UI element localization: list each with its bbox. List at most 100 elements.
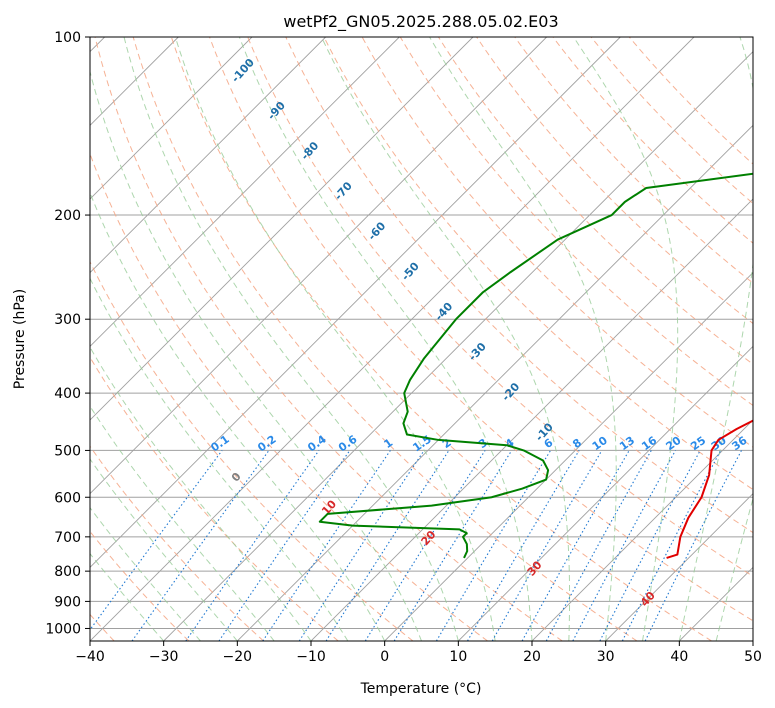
dry-adiabat-line	[209, 37, 753, 622]
mixing-ratio-label: 0.1	[208, 433, 231, 455]
y-tick-label: 600	[54, 490, 81, 506]
temperature-annotation: -80	[298, 139, 321, 163]
x-tick-label: 0	[380, 649, 389, 665]
y-tick-label: 500	[54, 443, 81, 459]
isotherm-line	[90, 37, 547, 495]
x-tick-label: −20	[223, 649, 253, 665]
x-tick-label: 10	[449, 649, 467, 665]
temperature-annotation: -50	[399, 259, 422, 283]
temperature-annotation: -90	[265, 99, 288, 123]
y-tick-label: 400	[54, 386, 81, 402]
isotherm-line	[90, 37, 621, 568]
moist-adiabat-line	[238, 37, 533, 641]
mixing-ratio-label: 4	[503, 436, 517, 451]
moist-adiabat-line	[715, 496, 753, 641]
y-tick-label: 300	[54, 312, 81, 328]
dry-adiabat-line	[90, 260, 414, 641]
mixing-ratio-line	[185, 450, 320, 641]
mixing-ratio-label: 0.4	[305, 432, 329, 454]
moist-adiabat-line	[90, 191, 386, 641]
isotherm-line	[237, 124, 753, 641]
mixing-ratio-line	[621, 450, 722, 641]
moist-adiabat-line	[90, 346, 312, 641]
x-tick-label: −10	[296, 649, 326, 665]
mixing-ratio-line	[644, 450, 742, 641]
mixing-ratio-line	[467, 450, 580, 641]
moist-adiabat-line	[123, 37, 459, 641]
dewpoint-profile-line	[318, 172, 753, 559]
dry-adiabat-line	[247, 37, 753, 577]
dry-adiabat-line	[438, 37, 753, 365]
dry-adiabat-line	[94, 37, 563, 641]
mixing-ratio-line	[262, 450, 391, 641]
isotherm-line	[752, 640, 753, 641]
dry-adiabat-line	[90, 152, 488, 641]
mixing-ratio-line	[325, 450, 450, 641]
moist-adiabat-line	[678, 37, 753, 641]
y-tick-label: 100	[54, 30, 81, 46]
moist-adiabat-line	[90, 458, 238, 641]
mixing-ratio-line	[572, 450, 677, 641]
moist-adiabat-line	[429, 37, 617, 641]
x-tick-label: 40	[670, 649, 688, 665]
dry-adiabat-line	[90, 530, 190, 641]
moist-adiabat-line	[90, 405, 275, 641]
y-tick-label: 800	[54, 564, 81, 580]
isotherm-line	[458, 345, 753, 641]
chart-title: wetPf2_GN05.2025.288.05.02.E03	[283, 12, 558, 32]
isotherm-line	[310, 198, 753, 641]
moist-adiabat-line	[321, 37, 571, 641]
mixing-ratio-line	[393, 450, 513, 641]
isotherm-line	[679, 566, 753, 641]
y-tick-label: 700	[54, 530, 81, 546]
dry-adiabat-line	[170, 37, 712, 641]
dry-adiabat-line	[476, 37, 753, 325]
x-axis-label: Temperature (°C)	[360, 681, 482, 697]
temperature-annotation: -10	[533, 420, 556, 444]
isotherm-line	[90, 37, 400, 347]
y-tick-label: 900	[54, 594, 81, 610]
plot-area: 0.1 0.2 0.4 0.6 1 1.5 2 3 4 6 8 10 13 16 20 25 30 36-100-…	[90, 37, 753, 641]
y-tick-label: 1000	[45, 621, 81, 637]
mixing-ratio-line	[298, 450, 425, 641]
moist-adiabat-line	[174, 37, 496, 641]
isotherm-line	[90, 37, 253, 200]
temperature-annotation: -70	[332, 179, 355, 203]
isotherm-line	[90, 37, 474, 421]
moist-adiabat-line	[90, 552, 165, 641]
temperature-annotation: 30	[525, 558, 545, 578]
temperature-annotation: -30	[466, 340, 489, 364]
isotherm-line	[163, 51, 753, 641]
isotherm-line	[384, 272, 753, 641]
x-tick-label: 50	[744, 649, 762, 665]
mixing-ratio-line	[545, 450, 652, 641]
isotherm-line	[90, 37, 695, 641]
mixing-ratio-label: 2	[440, 436, 454, 451]
data-series	[318, 172, 753, 559]
mixing-ratio-line	[521, 450, 630, 641]
mixing-ratio-line	[218, 450, 351, 641]
axes: −40 −30 −20 −10 0 10 20 30 40 50 100 200 300 400 500 60…	[45, 30, 762, 665]
dry-adiabat-line	[132, 37, 638, 641]
temperature-annotation: -40	[432, 300, 455, 324]
x-tick-label: 20	[523, 649, 541, 665]
dry-adiabat-line	[323, 37, 753, 491]
dry-adiabat-line	[285, 37, 753, 534]
temperature-annotation: -20	[499, 380, 522, 404]
dry-adiabat-line	[552, 37, 753, 244]
mixing-ratio-line	[90, 450, 223, 631]
moist-adiabat-line	[90, 69, 422, 641]
moist-adiabat-line	[90, 506, 201, 641]
mixing-ratio-line	[599, 450, 701, 641]
plot-frame	[89, 36, 754, 642]
dry-adiabat-line	[90, 356, 339, 641]
moist-adiabat-line	[573, 37, 679, 641]
temperature-profile-line	[666, 419, 753, 559]
temperature-annotation: -60	[365, 219, 388, 243]
mixing-ratio-line	[435, 450, 552, 641]
isotherm-line	[90, 37, 326, 274]
x-tick-label: −30	[149, 649, 179, 665]
mixing-ratio-line	[131, 450, 270, 641]
x-tick-label: 30	[597, 649, 615, 665]
y-axis-label: Pressure (hPa)	[12, 289, 28, 389]
